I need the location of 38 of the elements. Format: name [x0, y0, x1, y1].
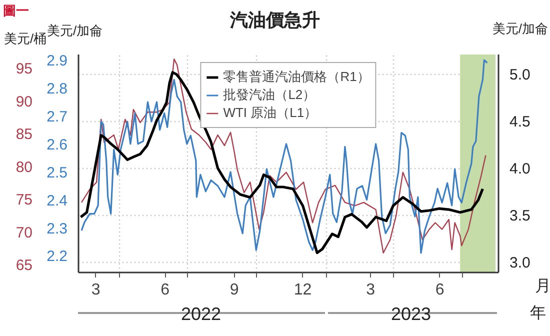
y-tick-label: 2.3: [46, 220, 68, 238]
x-axis-title: 月: [535, 277, 550, 297]
text: 年: [530, 304, 546, 324]
y-tick-label: 2.6: [46, 136, 68, 154]
y3-axis-title: 美元/桶: [4, 30, 47, 48]
x-tick-label: 6: [160, 282, 170, 298]
text: 2022: [180, 303, 222, 326]
text: 圖一: [3, 2, 29, 20]
x-tick-label: 3: [366, 282, 376, 298]
y3-tick-label: 85: [16, 126, 33, 144]
legend-label: 零售普通汽油價格（R1）: [223, 68, 370, 86]
y2-tick-label: 5.0: [510, 66, 530, 84]
y3-tick-label: 90: [16, 93, 33, 110]
y-tick-label: 2.8: [46, 80, 68, 98]
y2-tick-label: 4.0: [510, 160, 530, 178]
text: 2023: [390, 303, 432, 326]
y-tick-label: 2.7: [46, 108, 68, 126]
x-tick-label: 3: [91, 282, 100, 298]
y3-tick-label: 65: [16, 257, 33, 274]
y2-axis-title: 美元/加侖: [492, 20, 548, 38]
y-tick-label: 2.5: [46, 164, 68, 182]
y3-tick-label: 70: [16, 224, 33, 242]
y-tick-label: 2.4: [46, 192, 68, 210]
legend-label: 批發汽油（L2）: [223, 86, 316, 104]
y2-tick-label: 3.5: [510, 208, 530, 225]
y2-tick-label: 4.5: [510, 114, 530, 131]
y-axis-title: 美元/加侖: [47, 22, 103, 40]
x-tick-label: 9: [230, 282, 239, 298]
legend-label: WTI 原油（L1）: [223, 104, 318, 122]
x-tick-label: 6: [435, 282, 444, 298]
y3-tick-label: 75: [16, 192, 33, 209]
x-tick-label: 12: [294, 282, 312, 298]
y-tick-label: 2.2: [46, 248, 68, 266]
chart-title: 汽油價急升: [230, 9, 320, 32]
y3-tick-label: 95: [16, 60, 33, 78]
y-tick-label: 2.9: [46, 52, 68, 70]
y3-tick-label: 80: [16, 158, 33, 176]
y2-tick-label: 3.0: [510, 254, 530, 272]
